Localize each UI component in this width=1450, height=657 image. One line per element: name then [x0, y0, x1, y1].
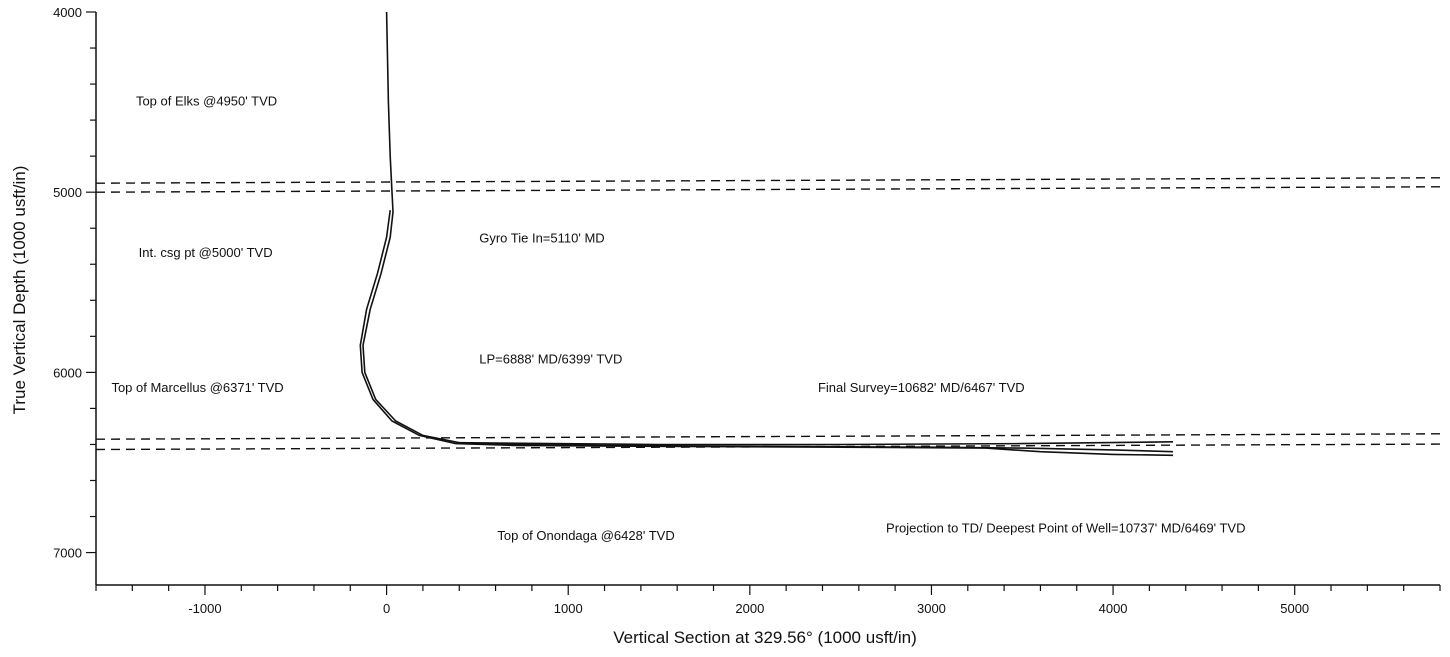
formation-line: [95, 433, 1441, 440]
annotation-label: Gyro Tie In=5110' MD: [479, 231, 604, 246]
x-axis-title: Vertical Section at 329.56° (1000 usft/i…: [613, 628, 917, 647]
x-tick-label: 2000: [735, 601, 764, 616]
annotations: Top of Elks @4950' TVD Int. csg pt @5000'…: [111, 94, 1245, 543]
y-axis-title: True Vertical Depth (1000 usft/in): [10, 166, 29, 415]
well-path-line: [359, 210, 1174, 457]
x-tick-label: 0: [383, 601, 390, 616]
axes: -1000 0 1000 2000 3000 4000 5000 4000 5000 6000 70…: [53, 5, 1441, 616]
formation-line: [95, 186, 1441, 193]
annotation-label: Top of Elks @4950' TVD: [136, 94, 277, 109]
x-tick-label: 5000: [1280, 601, 1309, 616]
annotation-label: Top of Onondaga @6428' TVD: [497, 528, 674, 543]
x-tick-label: 3000: [917, 601, 946, 616]
annotation-label: Int. csg pt @5000' TVD: [139, 245, 273, 260]
annotation-label: Top of Marcellus @6371' TVD: [111, 380, 283, 395]
formation-line: [95, 177, 1441, 184]
annotation-label: Projection to TD/ Deepest Point of Well=…: [886, 521, 1245, 536]
x-tick-label: 4000: [1099, 601, 1128, 616]
x-tick-label: 1000: [554, 601, 583, 616]
annotation-label: LP=6888' MD/6399' TVD: [479, 351, 622, 366]
annotation-label: Final Survey=10682' MD/6467' TVD: [818, 380, 1025, 395]
y-tick-label: 7000: [53, 546, 82, 561]
y-tick-label: 6000: [53, 365, 82, 380]
well-path-series: [359, 11, 1174, 457]
x-tick-label: -1000: [188, 601, 221, 616]
well-path-line: [459, 441, 1174, 446]
formation-lines: [95, 177, 1441, 451]
y-tick-label: 4000: [53, 5, 82, 20]
y-tick-label: 5000: [53, 185, 82, 200]
